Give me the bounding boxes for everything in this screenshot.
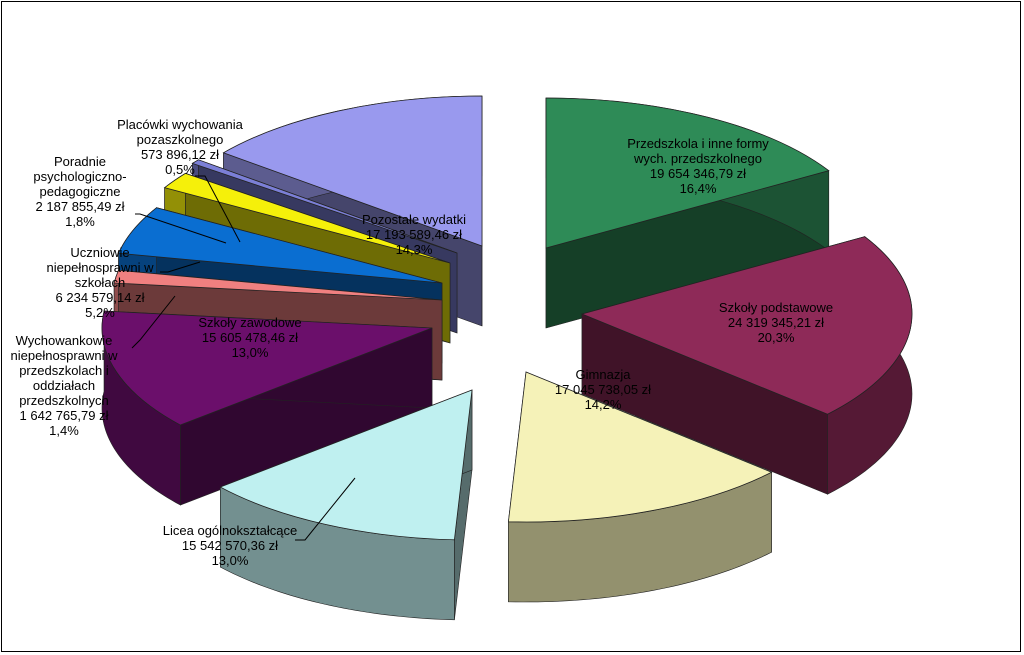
- slice-top: [113, 269, 443, 301]
- slice-name: przedszkolach i: [19, 363, 109, 378]
- data-label-4: Szkoły zawodowe 15 605 478,46 zł 13,0%: [198, 315, 301, 360]
- slice-name: Placówki wychowania: [117, 117, 243, 132]
- slice-name: Pozostałe wydatki: [362, 212, 466, 227]
- slice-percent: 0,5%: [165, 162, 195, 177]
- slice-top: [507, 371, 773, 523]
- slice-value: 15 605 478,46 zł: [202, 330, 298, 345]
- pie-slice-0: [545, 97, 830, 329]
- slice-top: [580, 236, 913, 415]
- data-label-7: Poradnie psychologiczno-pedagogiczne 2 187…: [33, 154, 126, 229]
- slice-value: 17 193 589,46 zł: [366, 227, 462, 242]
- slice-percent: 14,2%: [585, 397, 622, 412]
- slice-percent: 5,2%: [85, 305, 115, 320]
- leader-line-6: [160, 261, 201, 273]
- slice-name: niepełnosprawni w: [47, 260, 155, 275]
- slice-percent: 13,0%: [232, 345, 269, 360]
- pie-slice-2: [507, 371, 773, 603]
- slice-name: Gimnazja: [576, 367, 632, 382]
- slice-name: Licea ogólnokształcące: [163, 523, 297, 538]
- data-label-5: Wychowankowie niepełnosprawni w przedszkol…: [11, 333, 119, 438]
- slice-top: [219, 389, 473, 541]
- slice-name: Poradnie: [54, 154, 106, 169]
- slice-name: pozaszkolnego: [137, 132, 224, 147]
- slice-top: [163, 172, 451, 264]
- data-label-1: Szkoły podstawowe 24 319 345,21 zł 20,3%: [719, 300, 833, 345]
- leader-line-8: [195, 175, 241, 243]
- slice-value: 573 896,12 zł: [141, 147, 219, 162]
- slice-name: Wychowankowie: [16, 333, 113, 348]
- slice-name: wych. przedszkolnego: [633, 151, 762, 166]
- slice-value: 6 234 579,14 zł: [56, 290, 145, 305]
- slice-value: 15 542 570,36 zł: [182, 538, 278, 553]
- slice-value: 2 187 855,49 zł: [36, 199, 125, 214]
- slice-percent: 13,0%: [212, 553, 249, 568]
- slice-percent: 1,4%: [49, 423, 79, 438]
- slice-value: 1 642 765,79 zł: [20, 408, 109, 423]
- slice-percent: 20,3%: [758, 330, 795, 345]
- data-label-3: Licea ogólnokształcące 15 542 570,36 zł 13…: [163, 523, 297, 568]
- data-label-6: Uczniowie niepełnosprawni w szkołach 6 234 …: [47, 245, 155, 320]
- slice-value: 17 045 738,05 zł: [555, 382, 651, 397]
- slice-top: [545, 97, 830, 249]
- slice-name: pedagogiczne: [40, 184, 121, 199]
- pie-slice-3: [219, 389, 473, 621]
- data-label-9: Pozostałe wydatki 17 193 589,46 zł 14,3%: [362, 212, 466, 257]
- slice-value: 19 654 346,79 zł: [650, 166, 746, 181]
- slice-name: Przedszkola i inne formy: [627, 136, 769, 151]
- slice-name: niepełnosprawni w: [11, 348, 119, 363]
- slice-top: [222, 95, 483, 247]
- pie-slice-1: [580, 236, 913, 495]
- slice-name: szkołach: [75, 275, 126, 290]
- leader-line-7: [135, 213, 227, 244]
- slice-percent: 16,4%: [680, 181, 717, 196]
- slice-value: 24 319 345,21 zł: [728, 315, 824, 330]
- slice-name: Szkoły podstawowe: [719, 300, 833, 315]
- pie-slice-4: [101, 310, 433, 506]
- slice-percent: 14,3%: [396, 242, 433, 257]
- data-label-8: Placówki wychowania pozaszkolnego 573 896,…: [117, 117, 243, 177]
- slice-top: [117, 207, 443, 284]
- slice-name: przedszkolnych: [19, 393, 109, 408]
- leader-line-3: [295, 477, 356, 541]
- slice-top: [101, 310, 433, 426]
- data-label-0: Przedszkola i inne formy wych. przedszkol…: [627, 136, 769, 196]
- slice-name: Szkoły zawodowe: [198, 315, 301, 330]
- leader-line-5: [131, 295, 176, 349]
- slice-name: Uczniowie: [70, 245, 129, 260]
- slice-name: oddziałach: [33, 378, 95, 393]
- slice-name: psychologiczno-: [33, 169, 126, 184]
- slice-percent: 1,8%: [65, 214, 95, 229]
- data-label-2: Gimnazja 17 045 738,05 zł 14,2%: [555, 367, 651, 412]
- slice-top: [191, 159, 458, 254]
